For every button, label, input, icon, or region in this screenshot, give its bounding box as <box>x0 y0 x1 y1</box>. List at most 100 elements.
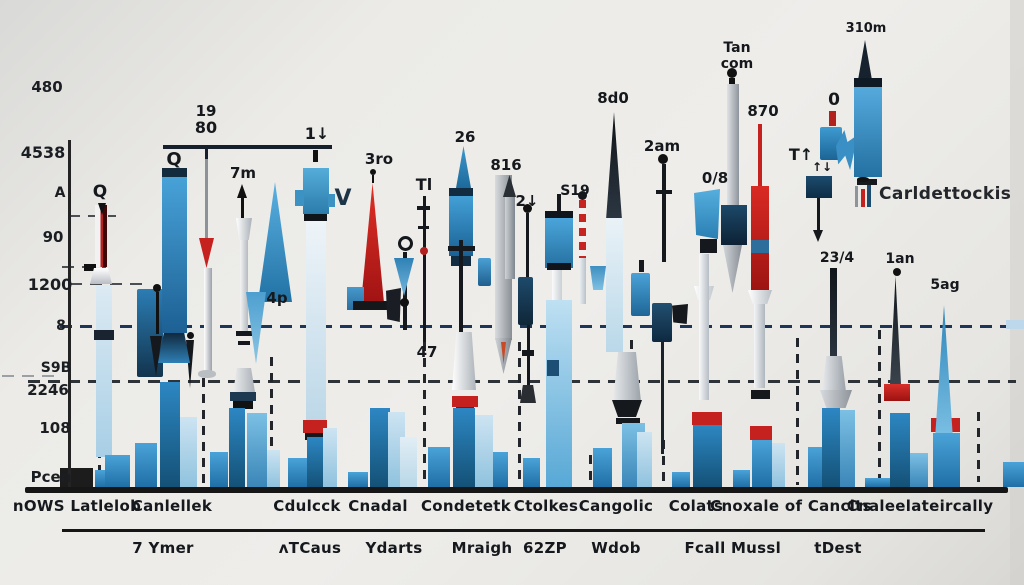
x-category-label: Cnaleelateircally <box>846 497 994 515</box>
blue-spire <box>258 182 292 302</box>
dashed-gridline-v <box>796 338 799 485</box>
striped-wick <box>95 205 107 267</box>
volume-bar <box>693 425 722 487</box>
volume-bar <box>822 408 840 487</box>
navy-patch <box>547 360 559 376</box>
volume-bar <box>288 458 307 487</box>
legend-squiggle <box>857 177 869 182</box>
box-arm <box>328 194 335 207</box>
arrow-stem <box>241 196 244 220</box>
spike-down <box>186 340 194 388</box>
volume-bar <box>370 408 390 487</box>
pin-stem <box>662 164 666 262</box>
y-axis-label: 1200 <box>27 275 73 294</box>
pin-stem <box>526 213 529 277</box>
blue-flag <box>694 189 720 239</box>
x-sub-label: Mussl <box>730 539 782 557</box>
blob <box>198 370 216 378</box>
pin-stem <box>423 196 426 342</box>
value-label: 2↓ <box>515 192 539 210</box>
volume-bar <box>593 448 612 487</box>
blue-candle <box>820 127 842 160</box>
black-band <box>305 433 325 440</box>
navy-box <box>806 176 832 198</box>
wick <box>661 342 664 454</box>
tick <box>313 150 318 162</box>
pedestal <box>822 356 846 392</box>
legend-stroke-gray <box>855 186 858 207</box>
y-axis-label: 8 <box>56 318 66 334</box>
neck <box>729 78 735 84</box>
blue-candle <box>478 258 491 286</box>
red-band <box>452 396 478 407</box>
ornament-base <box>520 385 536 403</box>
value-label: 4p <box>266 289 288 307</box>
blue-box <box>303 168 329 214</box>
white-pole <box>754 304 765 388</box>
volume-bar <box>523 458 540 487</box>
pin-ball <box>400 298 409 307</box>
barber-pole <box>579 200 586 258</box>
arrow-up <box>237 184 247 198</box>
black-bar <box>616 418 640 424</box>
x-sub-label: 7 Ymer <box>132 539 194 557</box>
x-sub-label: tDest <box>814 539 862 557</box>
wick <box>639 260 644 272</box>
bracket-line <box>163 145 332 149</box>
value-label: Tan <box>723 40 751 56</box>
tall-blue-candle <box>854 87 882 177</box>
navy-candle <box>518 277 533 325</box>
y-axis-label: 108 <box>39 419 71 437</box>
thin-wick <box>205 150 208 240</box>
volume-bar <box>1003 462 1024 487</box>
volume-bar <box>840 410 855 487</box>
x-category-label: Canlellek <box>131 497 213 515</box>
red-wick <box>758 124 762 186</box>
value-label: 2am <box>643 137 681 155</box>
black-band <box>751 390 770 399</box>
pin-ball <box>187 332 194 339</box>
ornament <box>522 350 534 356</box>
value-label: Tl <box>415 175 433 194</box>
flare <box>748 290 772 304</box>
pale-column <box>96 285 112 457</box>
navy-candle <box>137 289 163 377</box>
dashed-gridline-v <box>977 412 980 482</box>
value-label: 1an <box>885 251 915 267</box>
value-label: V <box>334 186 352 211</box>
tick <box>417 206 430 210</box>
dark-pole <box>830 268 837 360</box>
tick <box>418 226 429 229</box>
volume-bar <box>493 452 508 487</box>
black-base <box>700 239 717 253</box>
silver-shaft <box>240 240 248 332</box>
trumpet <box>236 218 252 240</box>
blue-trumpet <box>590 266 606 290</box>
band <box>94 330 114 340</box>
tick <box>656 190 672 194</box>
value-label: 870 <box>747 102 779 120</box>
pedestal-base <box>233 368 255 392</box>
volume-bar <box>160 382 180 487</box>
pedestal-flare <box>90 268 112 284</box>
bracket-tick <box>205 149 208 159</box>
volume-bar <box>933 433 960 487</box>
y-axis-line <box>68 140 71 490</box>
volume-bar <box>180 417 197 487</box>
candle-cup <box>158 333 190 363</box>
x-axis-divider-line <box>62 529 985 532</box>
volume-bar <box>307 437 323 487</box>
bracket-label-bottom: 80 <box>194 118 218 137</box>
value-label: 26 <box>454 128 476 146</box>
candle-cap <box>449 188 473 196</box>
dashed-gridline-v <box>589 455 592 485</box>
navy-box <box>721 205 747 245</box>
needle <box>858 40 872 80</box>
volume-bar <box>475 415 493 487</box>
volume-bar <box>267 450 280 487</box>
value-label: 23/4 <box>819 250 855 266</box>
pedestal-cap <box>820 390 852 408</box>
pale-column <box>306 221 326 421</box>
pencil-shaft <box>505 197 515 279</box>
value-label: 0/8 <box>701 169 729 187</box>
